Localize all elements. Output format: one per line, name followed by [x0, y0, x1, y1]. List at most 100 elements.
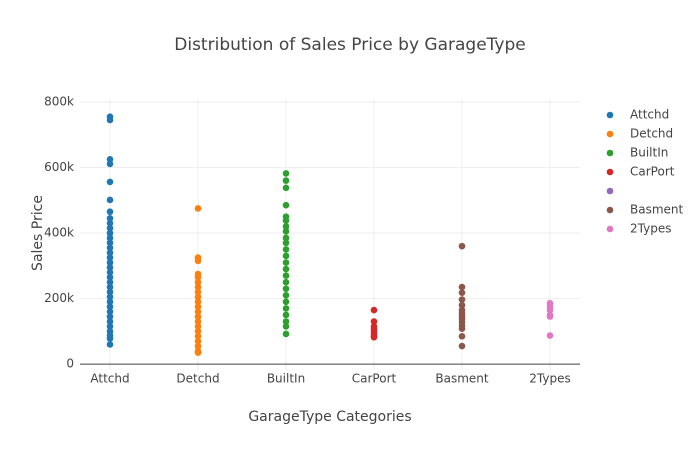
legend-marker [606, 187, 614, 195]
point [194, 278, 202, 286]
point [106, 273, 114, 281]
point [194, 342, 202, 350]
point [106, 178, 114, 186]
point [106, 196, 114, 204]
point [282, 184, 290, 192]
point [370, 306, 378, 314]
point [106, 278, 114, 286]
point [194, 308, 202, 315]
point [458, 342, 466, 350]
legend-marker [606, 130, 614, 138]
point [106, 283, 114, 291]
point [106, 208, 114, 216]
point [282, 246, 290, 253]
point [106, 341, 114, 348]
legend-label: CarPort [630, 165, 675, 179]
y-tick-label: 400k [44, 226, 74, 240]
x-tick-label: Basment [435, 372, 489, 386]
point [106, 298, 114, 306]
x-tick-label: 2Types [529, 372, 570, 386]
point [194, 323, 202, 330]
point [282, 201, 290, 209]
point [546, 332, 554, 339]
legend-marker [606, 168, 614, 176]
legend-label: 2Types [630, 222, 671, 236]
point [106, 156, 114, 163]
point [194, 273, 202, 281]
point [194, 293, 202, 301]
y-tick-label: 0 [66, 357, 74, 371]
x-tick-label: CarPort [352, 372, 397, 386]
point [370, 333, 378, 341]
point [194, 298, 202, 306]
point [282, 259, 290, 266]
point [106, 234, 114, 242]
point [194, 288, 202, 296]
point [282, 285, 290, 293]
point [106, 269, 114, 276]
point [282, 177, 290, 184]
point [106, 160, 114, 168]
point [282, 252, 290, 260]
point [458, 283, 466, 291]
point [282, 272, 290, 279]
point [106, 308, 114, 315]
point [282, 298, 290, 306]
point [106, 219, 114, 227]
point [282, 234, 290, 242]
point [194, 257, 202, 265]
point [106, 264, 114, 271]
point [282, 223, 290, 230]
legend-label: Detchd [630, 127, 673, 141]
point [282, 239, 290, 247]
point [458, 301, 466, 309]
point [106, 229, 114, 237]
point [282, 323, 290, 330]
y-tick-label: 800k [44, 94, 74, 108]
point [546, 306, 554, 314]
point [106, 313, 114, 320]
point [282, 330, 290, 338]
point [106, 244, 114, 252]
point [458, 289, 466, 296]
point [106, 318, 114, 325]
point [458, 332, 466, 340]
legend-marker [606, 111, 614, 119]
x-tick-label: BuiltIn [267, 372, 305, 386]
point [106, 259, 114, 266]
point [106, 288, 114, 296]
point [370, 318, 378, 325]
point [106, 293, 114, 301]
point [194, 303, 202, 311]
point [282, 217, 290, 224]
point [282, 318, 290, 325]
point [458, 296, 466, 303]
legend-marker [606, 149, 614, 157]
point [194, 205, 202, 212]
point [194, 349, 202, 356]
y-tick-label: 600k [44, 160, 74, 174]
point [282, 311, 290, 319]
point [106, 323, 114, 330]
point [106, 239, 114, 247]
point [282, 265, 290, 273]
point [106, 214, 114, 222]
point [282, 291, 290, 299]
point [194, 328, 202, 335]
point [194, 313, 202, 320]
point [282, 305, 290, 312]
point [546, 313, 554, 320]
legend-label: BuiltIn [630, 146, 668, 160]
point [106, 335, 114, 342]
legend-marker [606, 206, 614, 214]
point [106, 254, 114, 261]
point [106, 224, 114, 232]
y-tick-label: 200k [44, 291, 74, 305]
point [458, 242, 466, 250]
chart-title: Distribution of Sales Price by GarageTyp… [174, 35, 525, 55]
point [282, 228, 290, 235]
y-axis-title: Sales Price [30, 195, 46, 271]
legend-label: Basment [630, 203, 684, 217]
point [194, 337, 202, 345]
